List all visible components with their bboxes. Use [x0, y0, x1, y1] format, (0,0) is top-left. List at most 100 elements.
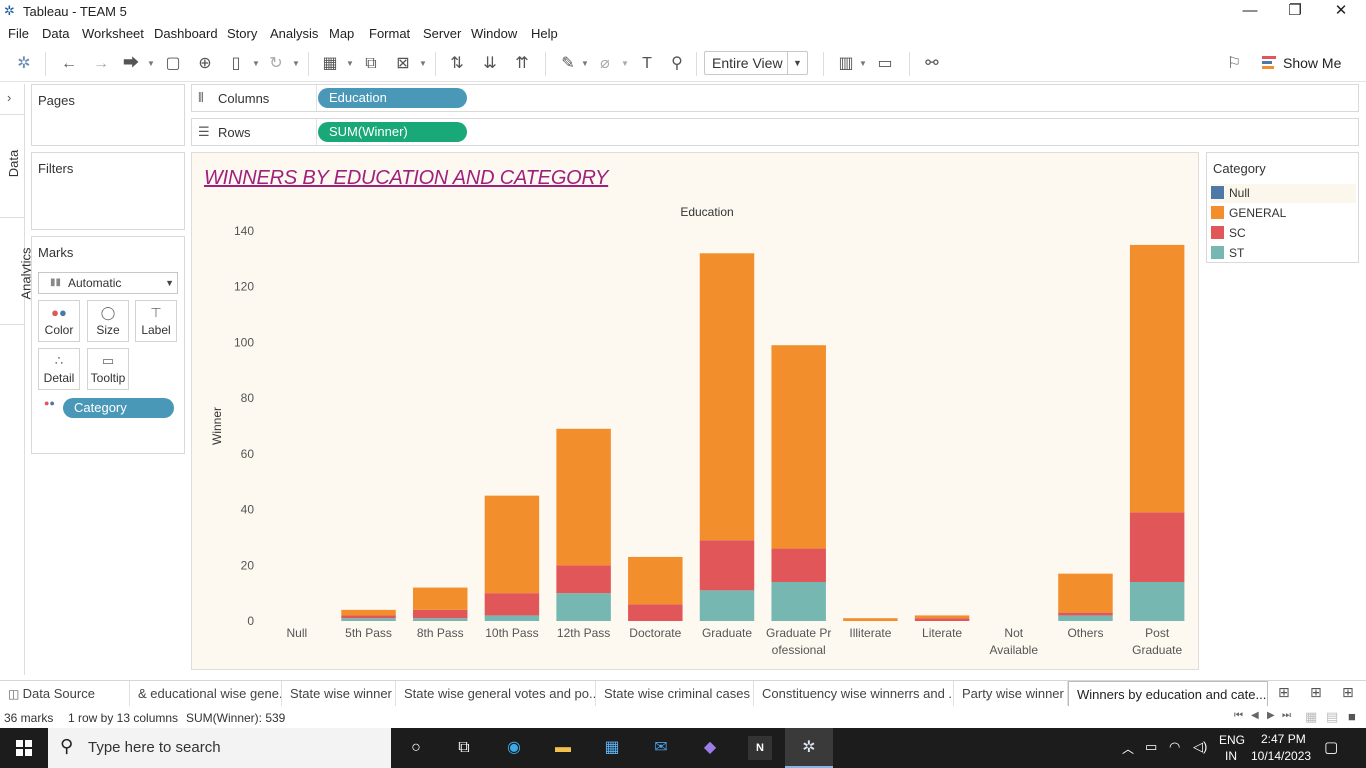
- tooltip-button[interactable]: ▭ Tooltip: [87, 348, 129, 390]
- volume-icon[interactable]: ◁): [1193, 739, 1208, 754]
- menu-server[interactable]: Server: [423, 26, 462, 41]
- group-icon[interactable]: ⌀: [600, 55, 610, 72]
- presentation-icon[interactable]: ▭: [877, 55, 893, 72]
- chevron-down-icon[interactable]: ▼: [621, 59, 629, 68]
- chevron-down-icon[interactable]: ▼: [419, 59, 427, 68]
- data-tab[interactable]: Data: [0, 150, 25, 177]
- restore-icon[interactable]: ❐: [1288, 2, 1302, 19]
- task-view-icon[interactable]: ⧉: [458, 739, 470, 756]
- label-button[interactable]: ⊤ Label: [135, 300, 177, 342]
- tab-sheet[interactable]: Party wise winner: [954, 681, 1068, 706]
- share-icon[interactable]: ⚯: [925, 55, 939, 72]
- pause-updates-icon[interactable]: ▯: [231, 55, 241, 72]
- size-button[interactable]: ◯ Size: [87, 300, 129, 342]
- tab-sheet[interactable]: State wise criminal cases: [596, 681, 754, 706]
- analytics-tab[interactable]: Analytics: [0, 247, 34, 299]
- notifications-icon[interactable]: ▢: [1324, 739, 1339, 756]
- pin-icon[interactable]: ⚲: [671, 55, 683, 72]
- expand-chevron-icon[interactable]: ›: [7, 90, 12, 105]
- chevron-down-icon[interactable]: ▼: [292, 59, 300, 68]
- new-story-icon[interactable]: ⊞: [1342, 684, 1354, 700]
- tab-sheet[interactable]: & educational wise gene...: [130, 681, 282, 706]
- menu-data[interactable]: Data: [42, 26, 70, 41]
- chevron-down-icon[interactable]: ▼: [859, 59, 867, 68]
- new-dashboard-icon[interactable]: ⊞: [1310, 684, 1322, 700]
- detail-button[interactable]: ∴ Detail: [38, 348, 80, 390]
- prev-page-icon[interactable]: ◀: [1251, 710, 1259, 721]
- tab-sheet[interactable]: State wise general votes and po...: [396, 681, 596, 706]
- clock-time[interactable]: 2:47 PM: [1261, 732, 1306, 746]
- battery-icon[interactable]: ▭: [1145, 739, 1158, 754]
- first-page-icon[interactable]: ⏮: [1234, 710, 1243, 721]
- legend-item-sc[interactable]: SC: [1211, 224, 1356, 243]
- clock-date[interactable]: 10/14/2023: [1251, 749, 1312, 763]
- show-cards-icon[interactable]: ▥: [838, 55, 854, 72]
- menu-dashboard[interactable]: Dashboard: [154, 26, 218, 41]
- windows-start-icon[interactable]: [0, 728, 48, 768]
- copilot-icon[interactable]: ◆: [703, 739, 717, 756]
- menu-analysis[interactable]: Analysis: [270, 26, 319, 41]
- tab-data-source[interactable]: ◫ Data Source: [0, 681, 130, 706]
- format-painter-icon[interactable]: ⚐: [1226, 55, 1242, 72]
- swap-icon[interactable]: ⇅: [450, 55, 464, 72]
- refresh-icon[interactable]: ↻: [269, 55, 283, 72]
- undo-icon[interactable]: ←: [61, 55, 77, 72]
- new-worksheet-icon[interactable]: ⊞: [1278, 684, 1290, 700]
- chevron-down-icon[interactable]: ▼: [346, 59, 354, 68]
- menu-help[interactable]: Help: [531, 26, 558, 41]
- tableau-home-icon[interactable]: ✲: [17, 55, 31, 72]
- tableau-taskbar-button[interactable]: ✲: [785, 728, 833, 768]
- wifi-icon[interactable]: ◠: [1169, 739, 1181, 754]
- legend-item-st[interactable]: ST: [1211, 244, 1356, 263]
- redo-icon[interactable]: →: [93, 55, 109, 72]
- last-page-icon[interactable]: ⏭: [1282, 710, 1291, 721]
- edge-icon[interactable]: ◉: [507, 739, 521, 756]
- file-explorer-icon[interactable]: ▬: [555, 739, 571, 756]
- tab-sheet[interactable]: State wise winner: [282, 681, 396, 706]
- duplicate-icon[interactable]: ⧉: [365, 55, 377, 72]
- new-worksheet-icon[interactable]: ▦: [322, 55, 338, 72]
- menu-format[interactable]: Format: [369, 26, 411, 41]
- labels-icon[interactable]: T: [642, 55, 652, 72]
- chevron-down-icon[interactable]: ▼: [581, 59, 589, 68]
- filmstrip-view-icon[interactable]: ■: [1348, 709, 1356, 724]
- tab-sheet-active[interactable]: Winners by education and cate...: [1068, 681, 1268, 706]
- cortana-icon[interactable]: ○: [411, 739, 421, 756]
- filters-card[interactable]: Filters: [31, 152, 185, 230]
- sort-descending-icon[interactable]: ⇈: [515, 55, 529, 72]
- clear-sheet-icon[interactable]: ⊠: [396, 55, 410, 72]
- chevron-down-icon[interactable]: ▼: [147, 59, 155, 68]
- minimize-icon[interactable]: —: [1242, 2, 1258, 19]
- show-me-button[interactable]: Show Me: [1283, 55, 1342, 71]
- menu-story[interactable]: Story: [227, 26, 258, 41]
- menu-window[interactable]: Window: [471, 26, 518, 41]
- region-indicator[interactable]: IN: [1225, 749, 1237, 763]
- new-datasource-icon[interactable]: ⊕: [198, 55, 212, 72]
- store-icon[interactable]: ▦: [604, 739, 620, 756]
- pages-card[interactable]: Pages: [31, 84, 185, 146]
- category-pill[interactable]: Category: [63, 398, 174, 418]
- sum-winner-pill[interactable]: SUM(Winner): [318, 122, 467, 142]
- notion-icon[interactable]: N: [748, 736, 772, 760]
- menu-map[interactable]: Map: [329, 26, 355, 41]
- sort-ascending-icon[interactable]: ⇊: [483, 55, 497, 72]
- legend-item-general[interactable]: GENERAL: [1211, 204, 1356, 223]
- replay-icon[interactable]: ⮕: [122, 55, 139, 72]
- taskbar-search[interactable]: ⚲ Type here to search: [48, 728, 391, 768]
- highlight-icon[interactable]: ✎: [561, 55, 575, 72]
- language-indicator[interactable]: ENG: [1219, 733, 1246, 747]
- save-icon[interactable]: ▢: [165, 55, 181, 72]
- fit-dropdown[interactable]: Entire View ▼: [704, 51, 808, 75]
- legend-item-null[interactable]: Null: [1211, 184, 1356, 203]
- close-icon[interactable]: ✕: [1334, 2, 1348, 19]
- education-pill[interactable]: Education: [318, 88, 467, 108]
- list-view-icon[interactable]: ▤: [1326, 709, 1339, 724]
- tab-sheet[interactable]: Constituency wise winnerrs and ...: [754, 681, 954, 706]
- chevron-up-icon[interactable]: ︿: [1122, 742, 1135, 756]
- color-button[interactable]: ●● Color: [38, 300, 80, 342]
- chevron-down-icon[interactable]: ▼: [252, 59, 260, 68]
- grid-view-icon[interactable]: ▦: [1305, 709, 1318, 724]
- mail-icon[interactable]: ✉: [654, 739, 668, 756]
- next-page-icon[interactable]: ▶: [1267, 710, 1275, 721]
- show-me-icon[interactable]: [1262, 56, 1278, 70]
